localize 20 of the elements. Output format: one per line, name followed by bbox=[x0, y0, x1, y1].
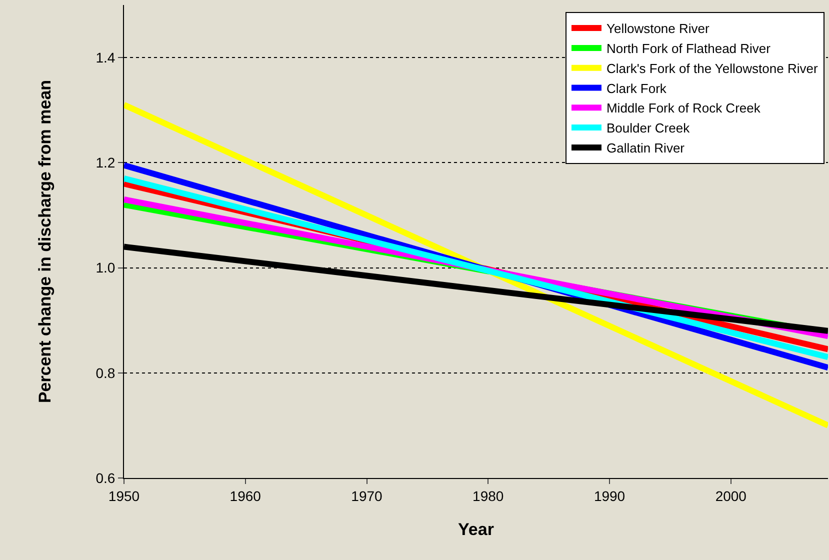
x-axis-title: Year bbox=[458, 520, 494, 540]
x-tick-label: 1990 bbox=[594, 488, 626, 504]
y-tick-label: 0.8 bbox=[96, 364, 116, 381]
legend-label: Clark's Fork of the Yellowstone River bbox=[606, 60, 818, 76]
legend-label: Yellowstone River bbox=[606, 21, 710, 36]
x-tick-label: 1970 bbox=[351, 488, 383, 504]
legend-label: North Fork of Flathead River bbox=[606, 41, 772, 56]
y-tick-label: 0.6 bbox=[96, 470, 116, 486]
legend-label: Gallatin River bbox=[606, 140, 686, 156]
y-tick-label: 1.0 bbox=[96, 260, 116, 276]
legend-label: Boulder Creek bbox=[606, 120, 690, 136]
y-tick-label: 1.4 bbox=[96, 49, 116, 66]
legend-label: Middle Fork of Rock Creek bbox=[606, 100, 761, 116]
y-tick-label: 1.2 bbox=[96, 154, 116, 171]
x-tick-label: 1960 bbox=[230, 488, 262, 504]
x-tick-label: 2000 bbox=[715, 488, 747, 504]
legend-label: Clark Fork bbox=[606, 80, 667, 96]
y-axis-title: Percent change in discharge from mean bbox=[35, 80, 54, 404]
x-tick-label: 1980 bbox=[472, 488, 504, 504]
x-tick-label: 1950 bbox=[108, 488, 140, 504]
